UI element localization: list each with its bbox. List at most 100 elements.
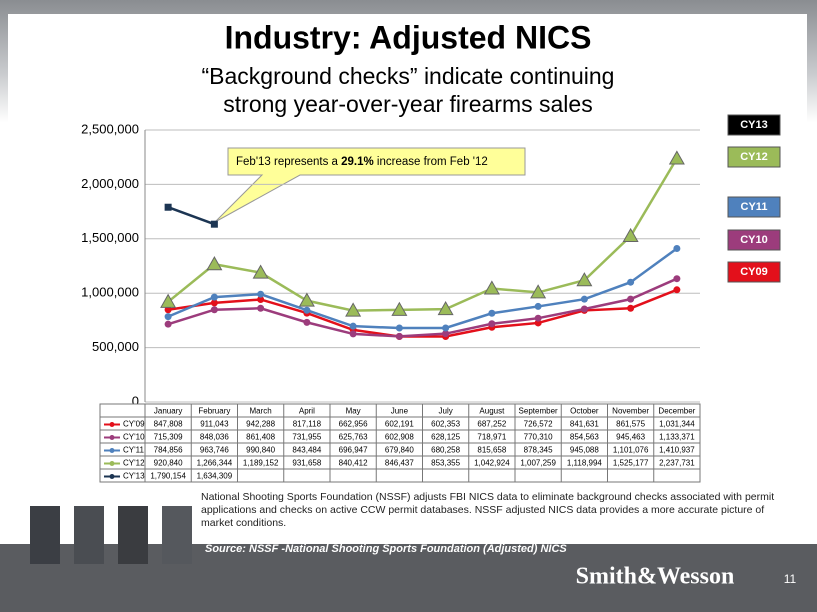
marker bbox=[580, 295, 588, 303]
table-cell: 846,437 bbox=[385, 459, 414, 468]
marker bbox=[210, 293, 218, 301]
y-tick-label: 1,500,000 bbox=[81, 230, 139, 245]
y-tick-label: 0 bbox=[132, 393, 139, 408]
footnote: National Shooting Sports Foundation (NSS… bbox=[201, 491, 775, 529]
table-cell: 680,258 bbox=[431, 446, 460, 455]
x-tick-label: November bbox=[612, 407, 649, 416]
table-cell: 848,036 bbox=[200, 433, 229, 442]
series-line bbox=[167, 277, 678, 338]
legend-label: CY12 bbox=[740, 151, 768, 163]
table-cell: 718,971 bbox=[477, 433, 506, 442]
row-label: CY'11 bbox=[123, 446, 144, 455]
table-key-marker bbox=[109, 422, 115, 427]
photos bbox=[30, 506, 192, 564]
marker bbox=[668, 150, 685, 165]
x-tick-label: March bbox=[250, 407, 272, 416]
marker bbox=[160, 293, 177, 308]
x-tick-label: May bbox=[346, 407, 361, 416]
marker bbox=[627, 295, 635, 303]
table-cell: 911,043 bbox=[200, 420, 229, 429]
marker bbox=[673, 286, 681, 294]
table-cell: 731,955 bbox=[292, 433, 321, 442]
table-cell: 696,947 bbox=[339, 446, 368, 455]
x-tick-label: August bbox=[479, 407, 505, 416]
series-line bbox=[167, 288, 678, 338]
marker bbox=[345, 302, 362, 317]
marker bbox=[673, 275, 681, 283]
table-cell: 784,856 bbox=[154, 446, 183, 455]
marker bbox=[580, 305, 588, 313]
legend-label: CY10 bbox=[740, 234, 768, 246]
marker bbox=[391, 301, 408, 316]
table-cell: 861,408 bbox=[246, 433, 275, 442]
table-cell: 815,658 bbox=[477, 446, 506, 455]
series-line bbox=[167, 247, 678, 330]
table-cell: 861,575 bbox=[616, 420, 645, 429]
table-cell: 847,808 bbox=[154, 420, 183, 429]
callout bbox=[214, 147, 526, 223]
table-key-marker bbox=[109, 461, 115, 466]
table-key-marker bbox=[109, 474, 115, 479]
table-cell: 602,191 bbox=[385, 420, 414, 429]
marker bbox=[303, 318, 311, 326]
marker bbox=[164, 306, 172, 314]
table-cell: 602,353 bbox=[431, 420, 460, 429]
legend-label: CY13 bbox=[740, 119, 768, 131]
marker bbox=[622, 227, 639, 243]
x-tick-label: February bbox=[198, 407, 230, 416]
row-label: CY'09 bbox=[123, 420, 145, 429]
table-cell: 679,840 bbox=[385, 446, 414, 455]
annotation-text: Feb'13 represents a bbox=[236, 156, 341, 168]
page-number: 11 bbox=[784, 572, 797, 586]
marker bbox=[164, 203, 172, 211]
table-cell: 1,031,344 bbox=[659, 420, 695, 429]
legend-box bbox=[727, 196, 781, 218]
x-tick-label: December bbox=[658, 407, 695, 416]
subtitle: strong year-over-year firearms sales bbox=[223, 91, 592, 117]
x-tick-label: September bbox=[519, 407, 558, 416]
x-tick-label: April bbox=[299, 407, 315, 416]
marker bbox=[627, 304, 635, 312]
marker bbox=[673, 244, 681, 252]
legend-box bbox=[727, 114, 781, 136]
source: Source: NSSF -National Shooting Sports F… bbox=[205, 543, 567, 555]
legend-label: CY09 bbox=[740, 266, 768, 278]
marker bbox=[298, 292, 315, 307]
chart-title: Industry: Adjusted NICS bbox=[225, 19, 592, 55]
table-cell: 1,790,154 bbox=[150, 472, 186, 481]
table-key-marker bbox=[109, 448, 115, 453]
legend-box bbox=[727, 229, 781, 251]
table-cell: 920,840 bbox=[154, 459, 183, 468]
marker bbox=[395, 332, 403, 340]
marker bbox=[530, 284, 547, 299]
table-cell: 878,345 bbox=[524, 446, 553, 455]
row-label: CY'10 bbox=[123, 433, 145, 442]
y-tick-label: 500,000 bbox=[92, 339, 139, 354]
x-tick-label: January bbox=[154, 407, 182, 416]
table-cell: 625,763 bbox=[339, 433, 368, 442]
table-cell: 1,007,259 bbox=[520, 459, 556, 468]
marker bbox=[442, 330, 450, 338]
marker bbox=[627, 278, 635, 286]
table-cell: 963,746 bbox=[200, 446, 229, 455]
table-cell: 1,634,309 bbox=[197, 472, 233, 481]
marker bbox=[488, 320, 496, 328]
marker bbox=[210, 299, 218, 307]
marker bbox=[252, 264, 269, 279]
table-cell: 945,463 bbox=[616, 433, 645, 442]
table-cell: 1,189,152 bbox=[243, 459, 279, 468]
marker bbox=[534, 314, 542, 322]
table-cell: 1,042,924 bbox=[474, 459, 510, 468]
table-cell: 770,310 bbox=[524, 433, 553, 442]
marker bbox=[257, 304, 265, 312]
marker bbox=[303, 306, 311, 314]
table-cell: 1,133,371 bbox=[659, 433, 695, 442]
table-cell: 841,631 bbox=[570, 420, 599, 429]
y-tick-label: 2,000,000 bbox=[81, 176, 139, 191]
y-tick-label: 2,500,000 bbox=[81, 121, 139, 136]
table-cell: 840,412 bbox=[339, 459, 368, 468]
row-label: CY'13 bbox=[123, 472, 145, 481]
legend-label: CY11 bbox=[741, 201, 768, 213]
table-cell: 817,118 bbox=[293, 420, 322, 429]
